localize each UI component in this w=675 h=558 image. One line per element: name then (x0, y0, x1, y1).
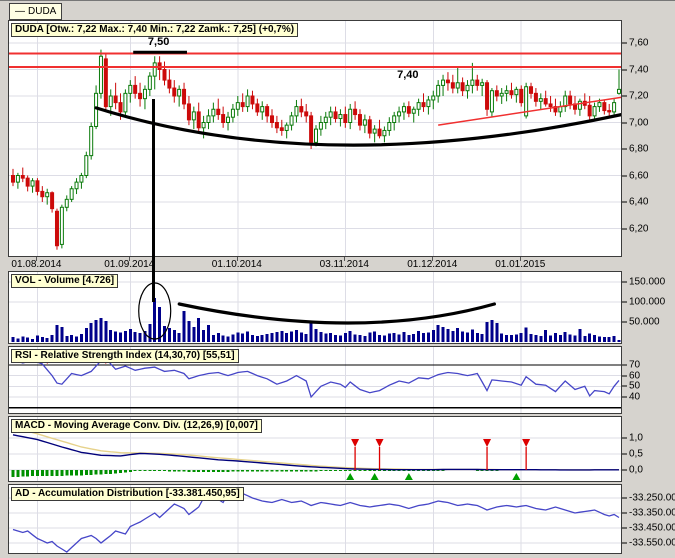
axis-tick-label: 150.000 (622, 277, 665, 288)
trend-curve (94, 106, 621, 147)
price-annotation-level: 7,40 (397, 69, 419, 82)
macd-histogram (11, 470, 499, 478)
axis-tick-label: -33.250.000 (622, 493, 675, 504)
axis-tick-label: 0,5 (622, 449, 643, 460)
volume-panel-header: VOL - Volume [4.726] (11, 274, 119, 288)
macd-panel[interactable]: MACD - Moving Average Conv. Div. (12,26,… (8, 416, 622, 482)
ad-panel[interactable]: AD - Accumulation Distribution [-33.381.… (8, 484, 622, 554)
date-tick-mark (36, 257, 38, 261)
axis-tick-label: 50.000 (622, 317, 660, 328)
macd-buy-marker (346, 473, 355, 480)
symbol-tab[interactable]: — DUDA (9, 3, 63, 20)
axis-tick-label: 1,0 (622, 433, 643, 444)
axis-tick-label: 6,40 (622, 197, 648, 208)
ad-panel-header: AD - Accumulation Distribution [-33.381.… (11, 487, 244, 501)
date-tick-label: 03.11.2014 (319, 259, 369, 270)
axis-tick-label: 60 (622, 370, 640, 381)
symbol-tab-label: DUDA (28, 6, 57, 17)
axis-tick-label: 40 (622, 391, 640, 402)
event-vertical-line (152, 98, 156, 302)
price-panel[interactable]: DUDA [Otw.: 7,22 Max.: 7,40 Min.: 7,22 Z… (8, 20, 622, 257)
date-tick-label: 01.09.2014 (104, 259, 155, 270)
axis-tick-label: -33.550.000 (622, 538, 675, 549)
volume-canvas[interactable] (9, 272, 621, 343)
axis-tick-label: 6,80 (622, 144, 648, 155)
macd-signal-line (12, 427, 619, 471)
rsi-panel-header: RSI - Relative Strength Index (14,30,70)… (11, 349, 239, 363)
axis-tick-label: 0,0 (622, 465, 643, 476)
price-panel-header: DUDA [Otw.: 7,22 Max.: 7,40 Min.: 7,22 Z… (11, 23, 299, 37)
series-line-icon: — (15, 6, 25, 17)
date-tick-label: 01.01.2015 (495, 259, 546, 270)
price-canvas[interactable] (9, 21, 621, 256)
macd-sell-marker (375, 439, 384, 447)
macd-sell-marker (483, 439, 492, 447)
date-tick-mark (432, 257, 434, 261)
rsi-line (12, 356, 620, 399)
candlestick-series (11, 49, 621, 250)
macd-sell-marker (522, 439, 531, 447)
macd-buy-marker (370, 473, 379, 480)
macd-buy-marker (404, 473, 413, 480)
axis-tick-label: 6,60 (622, 170, 648, 181)
rsi-panel[interactable]: RSI - Relative Strength Index (14,30,70)… (8, 346, 622, 414)
axis-tick-label: 7,00 (622, 117, 648, 128)
axis-tick-label: -33.350.000 (622, 508, 675, 519)
macd-line (12, 434, 619, 471)
macd-panel-header: MACD - Moving Average Conv. Div. (12,26,… (11, 419, 262, 433)
macd-sell-marker (351, 439, 360, 447)
trend-curve (177, 302, 496, 325)
date-tick-label: 01.08.2014 (11, 259, 62, 270)
date-tick-mark (129, 257, 131, 261)
axis-tick-label: -33.450.000 (622, 523, 675, 534)
price-annotation-high: 7,50 (147, 36, 170, 49)
axis-tick-label: 6,20 (622, 223, 648, 234)
axis-tick-label: 70 (622, 360, 640, 371)
date-tick-mark (520, 257, 522, 261)
macd-buy-marker (512, 473, 521, 480)
axis-tick-label: 7,40 (622, 64, 648, 75)
date-tick-label: 01.10.2014 (211, 259, 262, 270)
volume-panel[interactable]: VOL - Volume [4.726] (8, 271, 622, 344)
axis-tick-label: 100.000 (622, 297, 665, 308)
rsi-canvas[interactable] (9, 347, 621, 413)
date-tick-mark (236, 257, 238, 261)
date-tick-mark (344, 257, 346, 261)
ad-line (12, 492, 620, 553)
axis-tick-label: 50 (622, 381, 640, 392)
volume-bars (11, 298, 621, 342)
axis-tick-label: 7,60 (622, 38, 648, 49)
date-tick-label: 01.12.2014 (407, 259, 458, 270)
axis-tick-label: 7,20 (622, 91, 648, 102)
